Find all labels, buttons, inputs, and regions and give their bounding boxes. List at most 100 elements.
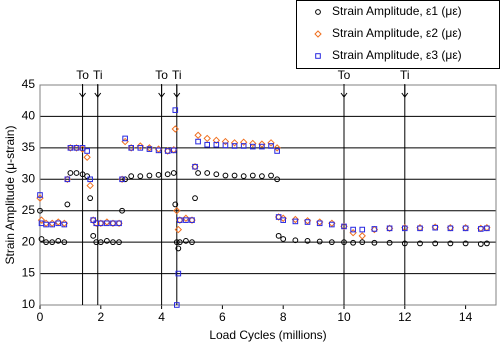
point [350, 239, 357, 246]
point [268, 143, 274, 149]
point [43, 239, 49, 246]
legend-symbol [315, 53, 321, 59]
point [328, 239, 335, 246]
point [386, 239, 393, 246]
y-tick-label: 20 [22, 234, 36, 248]
point [203, 134, 211, 143]
point [122, 135, 128, 142]
point [259, 143, 265, 150]
point [79, 145, 86, 151]
point [386, 225, 393, 232]
point [67, 170, 74, 176]
point [259, 173, 265, 180]
point [90, 232, 97, 239]
point [128, 145, 134, 151]
point [110, 220, 116, 227]
point [38, 236, 45, 242]
point [280, 236, 287, 242]
marker-arrow [94, 84, 102, 98]
legend-label: Strain Amplitude, ε3 (με) [332, 48, 462, 62]
marker-arrow [340, 84, 348, 98]
point [43, 221, 49, 228]
point [316, 220, 323, 227]
x-axis-title: Load Cycles (millions) [209, 328, 326, 342]
point [258, 140, 266, 148]
y-tick-label: 15 [22, 266, 36, 280]
point [37, 192, 43, 198]
marker-label: Ti [172, 68, 182, 82]
point [119, 207, 125, 214]
point [316, 238, 323, 245]
point [280, 217, 286, 223]
point [146, 146, 153, 152]
marker-arrow [79, 84, 86, 98]
point [231, 143, 238, 149]
point [477, 241, 484, 247]
point [128, 173, 135, 180]
point [173, 207, 181, 215]
legend-label: Strain Amplitude, ε2 (με) [332, 26, 462, 40]
point [172, 201, 179, 208]
x-tick-label: 4 [158, 310, 165, 324]
x-tick-label: 14 [459, 310, 473, 324]
point [195, 138, 201, 145]
point [204, 170, 211, 176]
point [230, 139, 239, 147]
y-tick-label: 10 [22, 297, 36, 311]
point [267, 139, 275, 147]
point [240, 173, 247, 180]
point [478, 226, 484, 232]
point [155, 147, 162, 154]
point [37, 207, 43, 214]
point [195, 170, 201, 176]
y-tick-label: 40 [22, 109, 36, 123]
point [212, 136, 221, 145]
point [73, 170, 80, 176]
point [221, 137, 230, 146]
point [84, 148, 90, 154]
point [417, 225, 423, 232]
point [90, 217, 97, 223]
marker-label: Ti [93, 68, 103, 82]
x-tick-label: 6 [219, 310, 226, 324]
point [183, 217, 189, 223]
x-tick-label: 10 [337, 310, 351, 324]
marker-arrow [173, 84, 181, 98]
point [64, 201, 71, 208]
point [341, 239, 347, 246]
point [175, 245, 182, 252]
point [249, 172, 256, 179]
point [358, 232, 366, 240]
point [189, 217, 195, 223]
point [84, 173, 91, 180]
point [37, 216, 46, 224]
point [86, 181, 94, 190]
legend-symbol [315, 9, 321, 15]
point [274, 176, 281, 183]
point [171, 125, 179, 133]
point [275, 214, 282, 220]
point [341, 223, 347, 230]
point [137, 145, 144, 151]
point [174, 225, 183, 234]
x-tick-label: 0 [37, 310, 44, 324]
point [231, 172, 238, 179]
point [55, 220, 62, 227]
point [402, 225, 408, 232]
point [484, 225, 490, 232]
point [49, 221, 55, 228]
legend-box [296, 0, 500, 69]
point [177, 217, 183, 223]
point [329, 221, 335, 228]
point [104, 220, 110, 227]
point [170, 147, 177, 154]
point [447, 225, 454, 232]
point [417, 240, 423, 247]
point [183, 237, 189, 244]
point [274, 148, 280, 154]
point [292, 218, 299, 225]
y-tick-label: 30 [22, 171, 36, 185]
point [87, 176, 93, 183]
point [172, 107, 179, 113]
